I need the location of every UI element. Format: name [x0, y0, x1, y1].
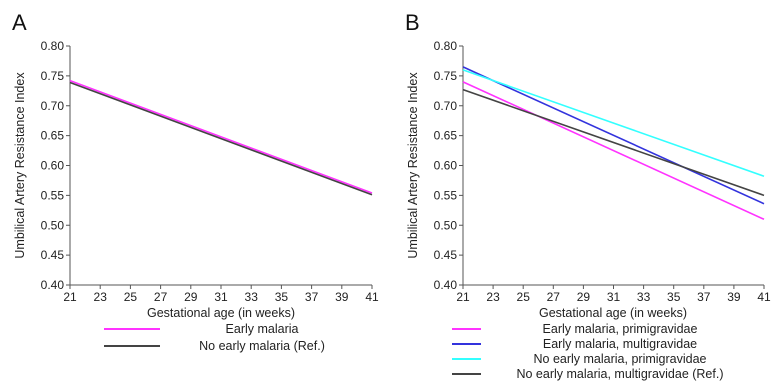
y-tick-label: 0.40	[434, 278, 458, 292]
x-tick-label: 21	[63, 290, 77, 304]
x-tick-label: 37	[305, 290, 319, 304]
legend-entry-label: No early malaria (Ref.)	[199, 339, 325, 353]
x-tick-label: 41	[757, 290, 771, 304]
x-tick-label: 37	[697, 290, 711, 304]
x-tick-label: 33	[245, 290, 259, 304]
x-axis-title: Gestational age (in weeks)	[147, 306, 295, 320]
legend-entry-label: No early malaria, multigravidae (Ref.)	[516, 367, 723, 381]
legend-entry-label: No early malaria, primigravidae	[534, 352, 707, 366]
y-tick-label: 0.55	[41, 188, 65, 202]
y-axis-title: Umbilical Artery Resistance Index	[13, 72, 27, 259]
y-tick-label: 0.40	[41, 278, 65, 292]
x-axis-title: Gestational age (in weeks)	[539, 306, 687, 320]
x-tick-label: 35	[275, 290, 289, 304]
y-tick-label: 0.50	[41, 218, 65, 232]
y-tick-label: 0.60	[41, 159, 65, 173]
x-tick-label: 21	[456, 290, 470, 304]
x-tick-label: 27	[154, 290, 168, 304]
y-tick-label: 0.45	[434, 248, 458, 262]
x-tick-label: 23	[94, 290, 108, 304]
y-tick-label: 0.60	[434, 159, 458, 173]
x-tick-label: 25	[517, 290, 531, 304]
x-tick-label: 31	[607, 290, 621, 304]
legend: Early malaria No early malaria (Ref.)	[104, 322, 325, 353]
y-tick-label: 0.75	[434, 69, 458, 83]
x-tick-label: 23	[486, 290, 500, 304]
x-tick-label: 29	[577, 290, 591, 304]
x-tick-label: 25	[124, 290, 138, 304]
series-line-2	[69, 81, 373, 196]
y-axis-title: Umbilical Artery Resistance Index	[406, 72, 420, 259]
chart-panel-a: A 0.40 0.45 0.50 0.55 0.60 0.65 0.70 0.75 0.80 21 2…	[12, 10, 379, 353]
legend-entry-label: Early malaria	[226, 322, 299, 336]
x-tick-label: 33	[637, 290, 651, 304]
series-line-4	[462, 88, 765, 197]
panel-label: B	[405, 10, 420, 35]
y-tick-label: 0.65	[41, 129, 65, 143]
y-tick-label: 0.65	[434, 129, 458, 143]
chart-panel-b: B 0.40 0.45 0.50 0.55 0.60 0.65 0.70 0.75 0.80 21 2…	[405, 10, 771, 381]
y-tick-label: 0.70	[434, 99, 458, 113]
x-tick-label: 39	[727, 290, 741, 304]
y-tick-label: 0.80	[41, 39, 65, 53]
legend-entry-label: Early malaria, primigravidae	[543, 322, 698, 336]
x-tick-label: 27	[547, 290, 561, 304]
x-tick-label: 41	[365, 290, 379, 304]
panel-label: A	[12, 10, 27, 35]
x-tick-label: 29	[184, 290, 198, 304]
series-line-2	[462, 66, 765, 205]
y-tick-label: 0.75	[41, 69, 65, 83]
y-tick-label: 0.70	[41, 99, 65, 113]
series-line-1	[462, 81, 765, 221]
x-tick-label: 31	[214, 290, 228, 304]
y-tick-label: 0.50	[434, 218, 458, 232]
series-line-3	[462, 69, 765, 178]
series-line-1	[69, 79, 373, 194]
y-tick-label: 0.55	[434, 188, 458, 202]
x-tick-label: 39	[335, 290, 349, 304]
x-tick-label: 35	[667, 290, 681, 304]
legend-entry-label: Early malaria, multigravidae	[543, 337, 697, 351]
y-tick-label: 0.80	[434, 39, 458, 53]
y-tick-label: 0.45	[41, 248, 65, 262]
